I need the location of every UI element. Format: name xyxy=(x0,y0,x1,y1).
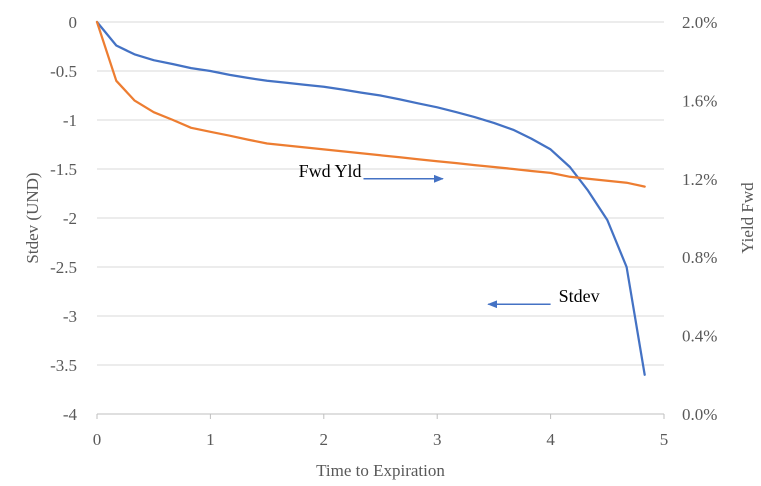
left-y-tick-label: -2 xyxy=(63,209,77,228)
left-y-tick-label: -3.5 xyxy=(50,356,77,375)
left-y-tick-label: -1.5 xyxy=(50,160,77,179)
left-y-tick-label: -1 xyxy=(63,111,77,130)
series-lines xyxy=(95,20,646,376)
right-y-tick-label: 0.4% xyxy=(682,327,717,346)
left-y-tick-label: -0.5 xyxy=(50,62,77,81)
x-tick-label: 1 xyxy=(206,430,215,449)
axes: 0 -0.5 -1 -1.5 -2 -2.5 -3 -3.5 -4 2.0% 1.6% 1.2% 0.8… xyxy=(50,13,717,449)
right-y-axis-title: Yield Fwd xyxy=(738,182,757,254)
left-y-tick-label: -3 xyxy=(63,307,77,326)
gridlines xyxy=(97,21,664,415)
series-line-fwd-yield xyxy=(95,20,646,188)
right-y-tick-label: 0.8% xyxy=(682,248,717,267)
left-y-axis-title: Stdev (UND) xyxy=(23,172,42,263)
right-y-tick-label: 1.6% xyxy=(682,91,717,110)
right-y-tick-label: 0.0% xyxy=(682,405,717,424)
x-tick-label: 5 xyxy=(660,430,669,449)
right-y-tick-label: 1.2% xyxy=(682,170,717,189)
annotation-label: Stdev xyxy=(559,286,600,306)
left-y-tick-label: -4 xyxy=(63,405,78,424)
x-tick-label: 2 xyxy=(320,430,329,449)
right-y-tick-label: 2.0% xyxy=(682,13,717,32)
series-line-stdev xyxy=(95,20,646,376)
left-y-tick-label: -2.5 xyxy=(50,258,77,277)
x-tick-label: 3 xyxy=(433,430,442,449)
left-y-tick-label: 0 xyxy=(69,13,78,32)
x-tick-label: 4 xyxy=(546,430,555,449)
annotations: Fwd Yld Stdev xyxy=(299,161,600,309)
x-axis-title: Time to Expiration xyxy=(316,461,445,480)
x-tick-label: 0 xyxy=(93,430,102,449)
annotation-label: Fwd Yld xyxy=(299,161,362,181)
